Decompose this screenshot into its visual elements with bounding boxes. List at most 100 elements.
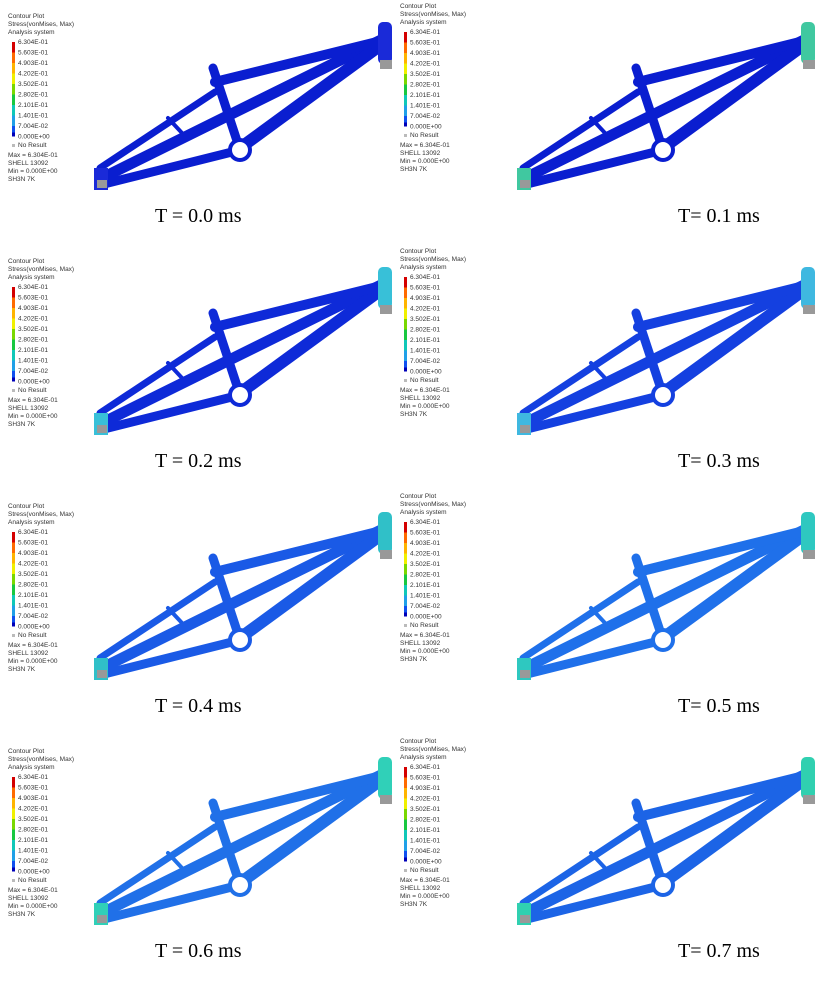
legend-swatch	[404, 830, 407, 841]
legend-level: 2.101E-01	[410, 92, 440, 99]
legend-max: Max = 6.304E-01	[400, 387, 450, 394]
legend-swatch	[404, 809, 407, 820]
legend-level: 7.004E-02	[410, 113, 440, 120]
legend-level: 2.802E-01	[410, 572, 440, 579]
legend-level: 7.004E-02	[410, 603, 440, 610]
legend-node: SH3N 7K	[8, 176, 36, 183]
bottom-bracket	[653, 630, 673, 650]
legend: Contour PlotStress(vonMises, Max)Analysi…	[400, 248, 466, 418]
caption: T = 0.0 ms	[155, 205, 242, 227]
legend-level: 5.603E-01	[410, 530, 440, 537]
legend-swatch	[404, 778, 407, 789]
legend-swatch	[404, 74, 407, 85]
legend-system: Analysis system	[8, 764, 55, 771]
support	[380, 305, 392, 314]
legend-level: 4.202E-01	[18, 71, 48, 78]
legend-swatch	[404, 788, 407, 799]
legend-level: 7.004E-02	[18, 123, 48, 130]
legend-swatch	[12, 788, 15, 799]
support	[803, 60, 815, 69]
no-result-swatch	[404, 379, 407, 382]
legend-swatch	[404, 123, 407, 127]
support	[97, 180, 107, 188]
legend-node: SH3N 7K	[8, 911, 36, 918]
legend-swatch	[404, 564, 407, 575]
legend: Contour PlotStress(vonMises, Max)Analysi…	[400, 493, 466, 663]
legend-swatch	[12, 308, 15, 319]
legend-swatch	[12, 361, 15, 372]
legend-max: Max = 6.304E-01	[8, 397, 58, 404]
legend-level: 3.502E-01	[410, 71, 440, 78]
legend-min: Min = 0.000E+00	[8, 903, 58, 910]
legend-level: 4.903E-01	[18, 60, 48, 67]
legend-level: 6.304E-01	[410, 29, 440, 36]
legend-level: 2.802E-01	[410, 817, 440, 824]
legend-level: 0.000E+00	[18, 869, 50, 876]
legend-level: 2.101E-01	[18, 837, 48, 844]
legend: Contour PlotStress(vonMises, Max)Analysi…	[400, 738, 466, 908]
bike-frame	[517, 267, 815, 435]
legend-swatch	[12, 116, 15, 127]
legend-level: 0.000E+00	[18, 624, 50, 631]
legend-title: Contour Plot	[400, 493, 436, 500]
legend-level: 5.603E-01	[410, 40, 440, 47]
head-tube	[378, 757, 392, 799]
legend-swatch	[404, 543, 407, 554]
legend-level: 5.603E-01	[18, 295, 48, 302]
legend-system: Analysis system	[400, 19, 447, 26]
legend-level: 7.004E-02	[410, 358, 440, 365]
legend-swatch	[404, 799, 407, 810]
legend-swatch	[404, 820, 407, 831]
legend-swatch	[404, 288, 407, 299]
legend-level: 5.603E-01	[410, 285, 440, 292]
legend-max: Max = 6.304E-01	[400, 632, 450, 639]
legend-swatch	[404, 554, 407, 565]
support	[803, 795, 815, 804]
panel: Contour PlotStress(vonMises, Max)Analysi…	[400, 248, 815, 472]
legend-swatch	[12, 532, 15, 543]
legend-swatch	[12, 74, 15, 85]
bottom-bracket	[653, 875, 673, 895]
no-result-swatch	[404, 134, 407, 137]
legend-swatch	[12, 105, 15, 116]
legend-subtitle: Stress(vonMises, Max)	[400, 746, 466, 753]
bottom-bracket	[230, 630, 250, 650]
legend-swatch	[404, 309, 407, 320]
legend-level: 4.903E-01	[18, 550, 48, 557]
legend-level: 2.101E-01	[18, 102, 48, 109]
panel: Contour PlotStress(vonMises, Max)Analysi…	[400, 738, 815, 962]
head-tube	[378, 512, 392, 554]
legend-level: 3.502E-01	[18, 816, 48, 823]
legend-level: 2.802E-01	[18, 827, 48, 834]
legend-level: 4.202E-01	[410, 306, 440, 313]
panel: Contour PlotStress(vonMises, Max)Analysi…	[8, 748, 392, 962]
legend-min: Min = 0.000E+00	[8, 658, 58, 665]
head-tube	[378, 22, 392, 64]
legend-max: Max = 6.304E-01	[400, 142, 450, 149]
legend-swatch	[12, 595, 15, 606]
legend-level: 4.903E-01	[18, 795, 48, 802]
legend-min: Min = 0.000E+00	[8, 168, 58, 175]
legend-swatch	[12, 319, 15, 330]
legend-swatch	[12, 340, 15, 351]
legend-swatch	[404, 43, 407, 54]
legend-title: Contour Plot	[400, 3, 436, 10]
legend-swatch	[404, 106, 407, 117]
legend-level: 4.903E-01	[410, 295, 440, 302]
bike-frame	[94, 22, 392, 190]
legend-level: 3.502E-01	[18, 81, 48, 88]
legend-level: 3.502E-01	[410, 561, 440, 568]
head-tube	[801, 512, 815, 554]
caption: T = 0.6 ms	[155, 940, 242, 962]
legend-swatch	[12, 84, 15, 95]
legend-title: Contour Plot	[8, 503, 44, 510]
legend-level: 4.202E-01	[18, 806, 48, 813]
support	[520, 180, 530, 188]
legend-swatch	[404, 95, 407, 106]
legend-level: 6.304E-01	[18, 39, 48, 46]
legend-swatch	[12, 42, 15, 53]
no-result-swatch	[12, 389, 15, 392]
legend-swatch	[404, 585, 407, 596]
legend-system: Analysis system	[8, 29, 55, 36]
legend-min: Min = 0.000E+00	[400, 893, 450, 900]
